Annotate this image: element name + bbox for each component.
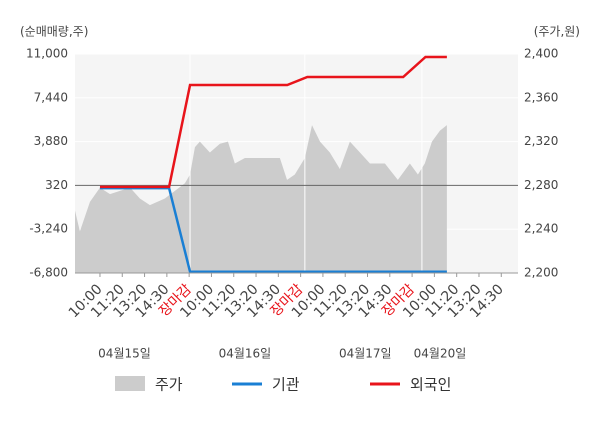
y2-tick-label: 2,280	[524, 178, 558, 192]
legend-label: 주가	[155, 376, 183, 394]
price-area	[75, 125, 447, 273]
day-label: 04월16일	[219, 347, 272, 361]
y-tick-label: 7,440	[34, 90, 68, 104]
y-tick-label: -3,240	[29, 222, 68, 236]
line-2	[99, 55, 447, 189]
y-tick-label: 11,000	[26, 47, 68, 61]
y-tick-label: 320	[45, 178, 68, 192]
y2-tick-label: 2,320	[524, 134, 558, 148]
legend-label: 기관	[272, 376, 300, 394]
y2-axis-title: (주가,원)	[534, 25, 580, 39]
y-tick-label: -6,800	[29, 266, 68, 280]
legend-label: 외국인	[410, 376, 451, 394]
y-tick-label: 3,880	[34, 134, 68, 148]
y2-tick-label: 2,360	[524, 90, 558, 104]
day-label: 04월17일	[339, 347, 392, 361]
y2-tick-label: 2,240	[524, 222, 558, 236]
y2-tick-label: 2,200	[524, 266, 558, 280]
y-axis-title: (순매매량,주)	[20, 25, 88, 39]
day-label: 04월15일	[98, 347, 151, 361]
day-label: 04월20일	[414, 347, 467, 361]
y2-tick-label: 2,400	[524, 47, 558, 61]
legend-swatch	[115, 376, 145, 391]
